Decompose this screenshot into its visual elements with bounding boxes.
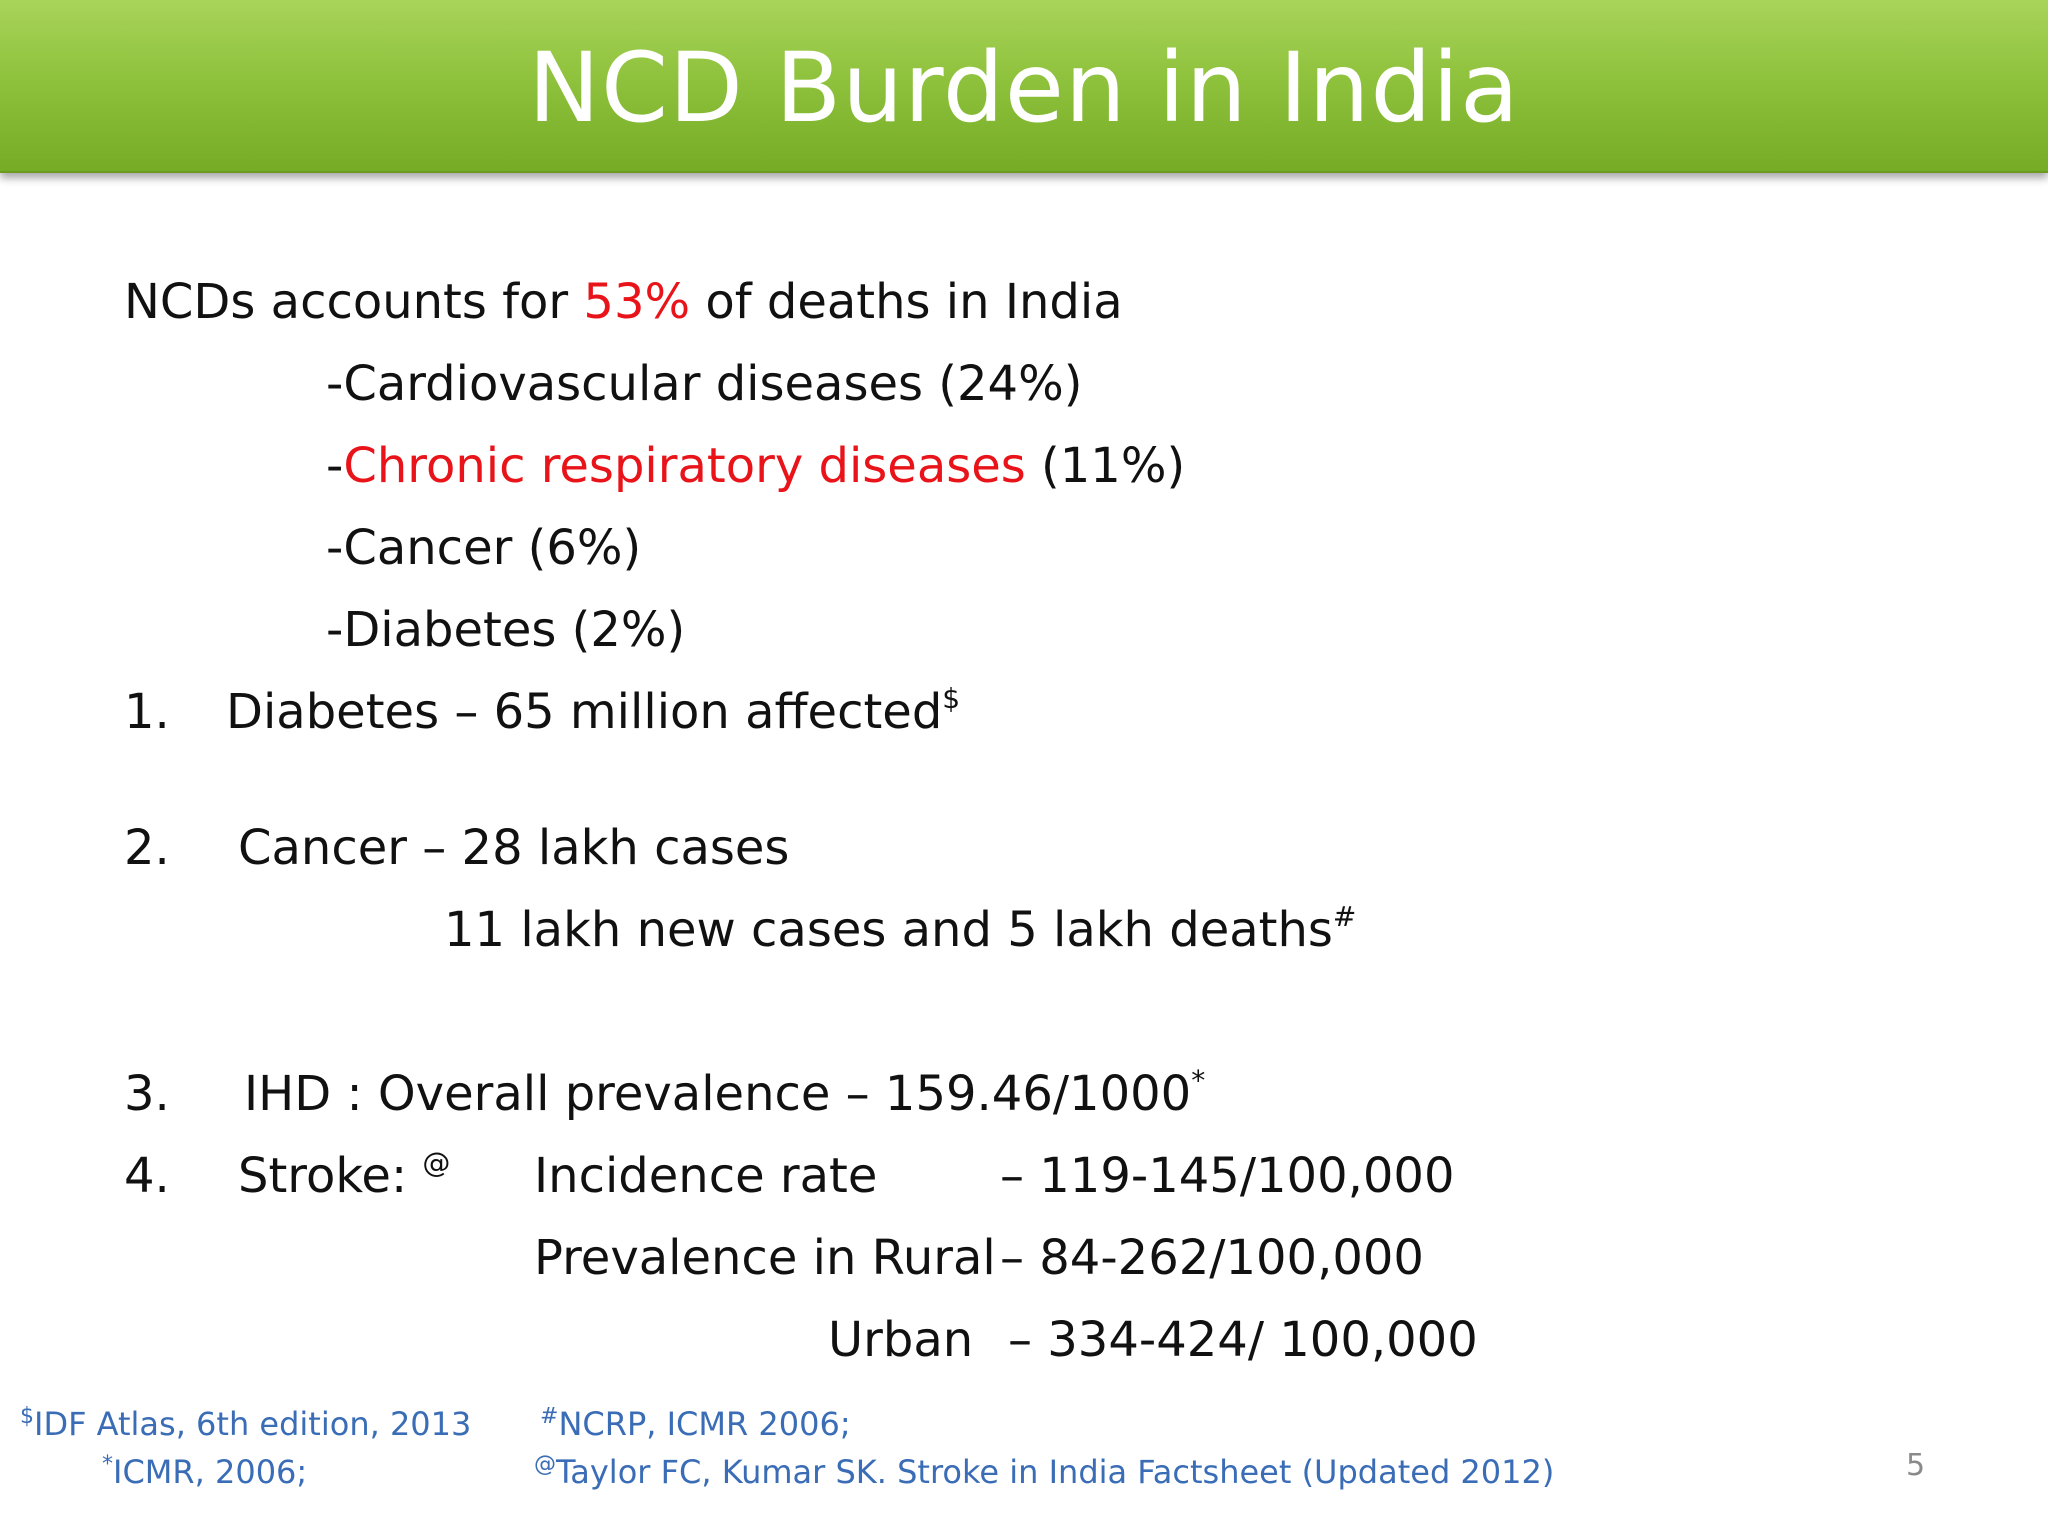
- footnote-mark: #: [1332, 900, 1357, 933]
- item-text: IHD : Overall prevalence – 159.46/1000: [244, 1066, 1192, 1122]
- stroke-urban-value: – 334-424/ 100,000: [1008, 1312, 1478, 1368]
- slide-title: NCD Burden in India: [528, 32, 1520, 144]
- item-cancer: Cancer – 28 lakh cases: [238, 820, 790, 876]
- cause-value: (6%): [512, 520, 642, 576]
- cause-label: Cardiovascular diseases: [343, 356, 924, 412]
- title-bar: NCD Burden in India: [0, 0, 2048, 173]
- item-stroke-label: Stroke: @: [238, 1146, 450, 1206]
- reference-text: ICMR, 2006;: [113, 1453, 308, 1491]
- item-ihd: IHD : Overall prevalence – 159.46/1000*: [244, 1064, 1205, 1124]
- item-text: Diabetes – 65 million affected: [226, 684, 943, 740]
- page-number: 5: [1906, 1448, 1926, 1483]
- cause-cardiovascular: -Cardiovascular diseases (24%): [326, 354, 1082, 414]
- reference-text: Taylor FC, Kumar SK. Stroke in India Fac…: [556, 1453, 1555, 1491]
- item-text: Stroke:: [238, 1148, 423, 1204]
- stroke-rural-label: Prevalence in Rural: [534, 1230, 996, 1286]
- reference-idf: $IDF Atlas, 6th edition, 2013: [20, 1404, 471, 1444]
- footnote-mark: $: [942, 682, 961, 715]
- stroke-incidence-label: Incidence rate: [534, 1148, 878, 1204]
- reference-text: NCRP, ICMR 2006;: [558, 1405, 851, 1443]
- intro-post: of deaths in India: [690, 274, 1123, 330]
- cause-value: (2%): [556, 602, 686, 658]
- reference-taylor: @Taylor FC, Kumar SK. Stroke in India Fa…: [534, 1452, 1554, 1492]
- cause-label: Cancer: [343, 520, 513, 576]
- footnote-mark: *: [1191, 1064, 1206, 1097]
- reference-ncrp: #NCRP, ICMR 2006;: [540, 1404, 851, 1444]
- cause-dash: -: [326, 356, 344, 412]
- reference-icmr: *ICMR, 2006;: [102, 1452, 307, 1492]
- cause-diabetes: -Diabetes (2%): [326, 600, 685, 660]
- intro-highlight: 53%: [583, 274, 691, 330]
- cause-cancer: -Cancer (6%): [326, 518, 641, 578]
- cause-value: (24%): [923, 356, 1083, 412]
- cause-dash: -: [326, 602, 344, 658]
- item-number: 2.: [124, 820, 170, 876]
- item-number: 4.: [124, 1148, 170, 1204]
- reference-mark: @: [534, 1452, 556, 1477]
- reference-text: IDF Atlas, 6th edition, 2013: [34, 1405, 472, 1443]
- stroke-incidence-value: – 119-145/100,000: [1000, 1148, 1455, 1204]
- item-number: 3.: [124, 1066, 170, 1122]
- stroke-urban-label: Urban: [828, 1312, 974, 1368]
- cause-label: Chronic respiratory diseases: [343, 438, 1026, 494]
- reference-mark: #: [540, 1404, 559, 1429]
- cause-dash: -: [326, 520, 344, 576]
- cause-dash: -: [326, 438, 344, 494]
- intro-line: NCDs accounts for 53% of deaths in India: [124, 272, 1123, 332]
- item-diabetes: Diabetes – 65 million affected$: [226, 682, 960, 742]
- cause-value: (11%): [1025, 438, 1186, 494]
- reference-mark: *: [102, 1452, 113, 1477]
- cause-label: Diabetes: [343, 602, 557, 658]
- intro-pre: NCDs accounts for: [124, 274, 584, 330]
- item-text: 11 lakh new cases and 5 lakh deaths: [444, 902, 1333, 958]
- item-cancer-sub: 11 lakh new cases and 5 lakh deaths#: [444, 900, 1356, 960]
- item-number: 1.: [124, 684, 170, 740]
- reference-mark: $: [20, 1404, 34, 1429]
- cause-respiratory: -Chronic respiratory diseases (11%): [326, 436, 1185, 496]
- footnote-mark: @: [422, 1146, 451, 1179]
- stroke-rural-value: – 84-262/100,000: [1000, 1230, 1424, 1286]
